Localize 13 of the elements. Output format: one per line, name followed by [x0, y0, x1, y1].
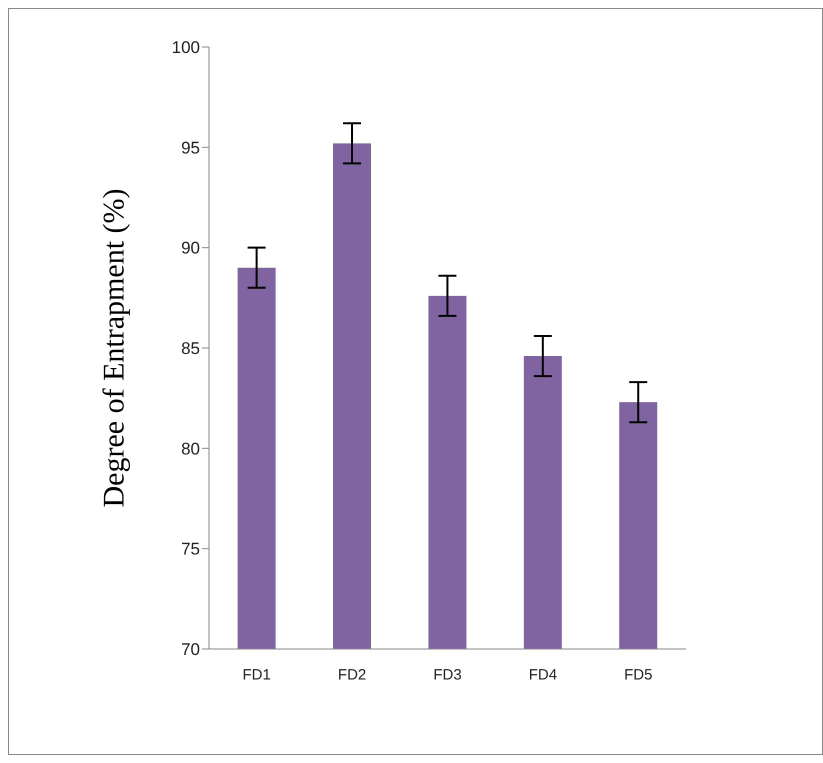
y-tick-label: 70: [181, 640, 200, 660]
x-tick-label: FD3: [433, 666, 462, 684]
y-tick-label: 90: [181, 238, 200, 258]
y-tick-label: 75: [181, 540, 200, 559]
y-tick-label: 85: [181, 339, 200, 358]
x-tick-label: FD4: [528, 666, 558, 684]
y-tick-label: 80: [181, 439, 200, 458]
y-tick-label: 100: [172, 38, 200, 58]
x-tick-label: FD1: [242, 666, 271, 684]
y-axis-title: Degree of Entrapment (%): [98, 188, 131, 508]
y-tick-label: 95: [181, 138, 200, 158]
x-tick-label: FD2: [338, 666, 366, 684]
x-tick-label: FD5: [624, 666, 652, 684]
